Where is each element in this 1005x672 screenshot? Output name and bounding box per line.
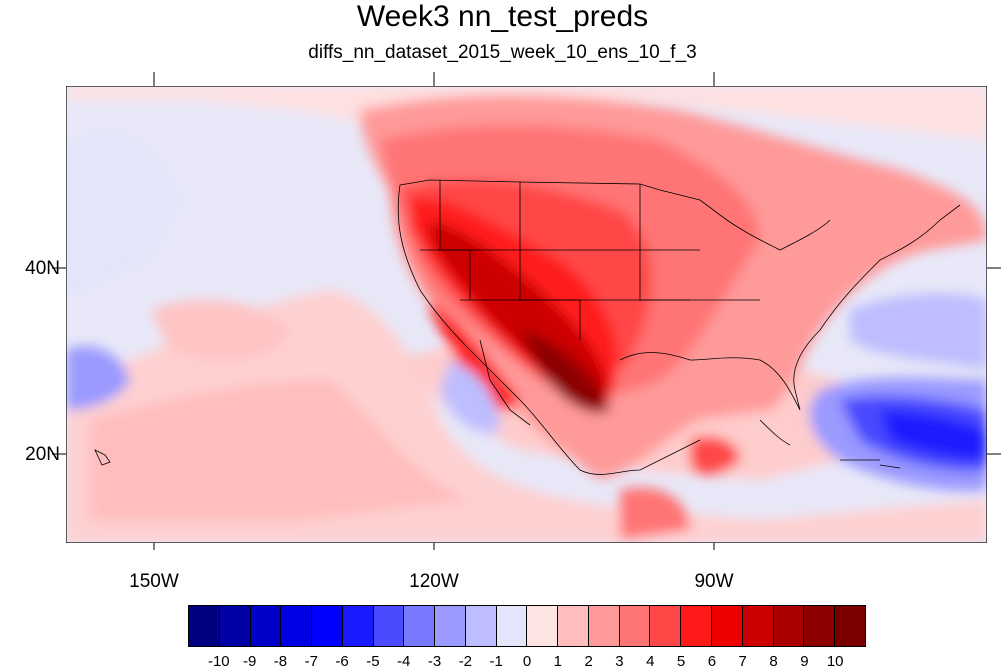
colorbar-label: -4 (397, 653, 411, 670)
colorbar-box (250, 606, 282, 646)
colorbar-label: 10 (826, 653, 844, 670)
colorbar-box (342, 606, 374, 646)
temperature-anomaly-map (52, 72, 1001, 550)
lat-label-40n: 40N (25, 258, 60, 279)
colorbar-box (804, 606, 836, 646)
colorbar-label: 3 (615, 653, 624, 670)
colorbar-label: 4 (646, 653, 655, 670)
colorbar-label: 9 (800, 653, 809, 670)
colorbar-box (681, 606, 713, 646)
colorbar-box (650, 606, 682, 646)
colorbar-label: 1 (553, 653, 562, 670)
colorbar-box (527, 606, 559, 646)
colorbar-label: 0 (522, 653, 532, 670)
colorbar-box (312, 606, 343, 646)
colorbar-box (373, 606, 405, 646)
lon-label-120w: 120W (409, 571, 459, 592)
lat-label-20n: 20N (25, 444, 60, 465)
colorbar-labels: -10 -9 -8 -7 -6 -5 -4 -3 -2 -1 0 1 2 3 4 5 6 7 8 9 10 (188, 654, 866, 672)
colorbar-box (281, 606, 313, 646)
coastlines (94, 179, 961, 475)
lon-label-150w: 150W (129, 571, 179, 592)
plot-title: Week3 nn_test_preds (356, 0, 649, 33)
colorbar-box (835, 606, 865, 646)
colorbar-label: -9 (242, 653, 257, 670)
axis-ticks (52, 72, 1001, 550)
lon-label-90w: 90W (694, 571, 734, 592)
colorbar-label: 6 (707, 653, 717, 670)
plot-subtitle: diffs_nn_dataset_2015_week_10_ens_10_f_3 (308, 42, 697, 63)
colorbar-label: 7 (738, 653, 747, 670)
colorbar-box (496, 606, 528, 646)
colorbar-label: -10 (207, 653, 230, 670)
colorbar-label: -5 (366, 653, 380, 670)
colorbar-label: -7 (304, 653, 318, 670)
colorbar-label: -1 (489, 653, 503, 670)
colorbar-label: -3 (427, 653, 442, 670)
colorbar-box (773, 606, 805, 646)
colorbar-box (588, 606, 620, 646)
colorbar-label: -2 (458, 653, 473, 670)
colorbar (188, 605, 866, 647)
colorbar-box (558, 606, 589, 646)
colorbar-box (712, 606, 743, 646)
colorbar-box (404, 606, 436, 646)
colorbar-box (619, 606, 651, 646)
colorbar-box (465, 606, 497, 646)
colorbar-label: -6 (335, 653, 349, 670)
colorbar-box (742, 606, 774, 646)
colorbar-label: -8 (273, 653, 288, 670)
colorbar-box (435, 606, 466, 646)
colorbar-box (219, 606, 251, 646)
colorbar-label: 8 (769, 653, 778, 670)
colorbar-label: 2 (584, 653, 593, 670)
colorbar-label: 5 (676, 653, 686, 670)
colorbar-box (189, 606, 220, 646)
